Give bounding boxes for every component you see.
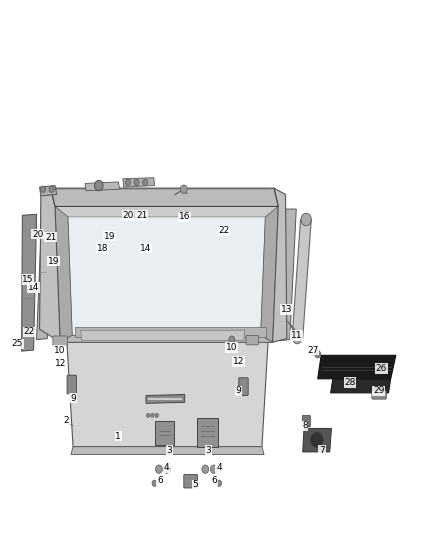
Polygon shape — [67, 337, 268, 447]
Circle shape — [216, 480, 222, 487]
Circle shape — [163, 465, 170, 473]
Polygon shape — [39, 188, 60, 342]
Text: 12: 12 — [233, 357, 244, 366]
Circle shape — [315, 351, 321, 358]
Circle shape — [125, 179, 131, 185]
Text: 21: 21 — [45, 233, 57, 242]
Text: 11: 11 — [290, 331, 302, 340]
Text: 6: 6 — [212, 476, 218, 485]
Polygon shape — [318, 356, 396, 379]
FancyBboxPatch shape — [239, 378, 248, 395]
Circle shape — [155, 465, 162, 473]
Text: 9: 9 — [236, 386, 241, 395]
Circle shape — [229, 336, 235, 343]
Circle shape — [293, 333, 301, 344]
Text: 2: 2 — [64, 416, 70, 425]
Circle shape — [151, 413, 154, 417]
Polygon shape — [292, 220, 311, 340]
Text: 19: 19 — [48, 257, 60, 266]
Text: 6: 6 — [157, 476, 162, 485]
Polygon shape — [55, 206, 278, 342]
FancyBboxPatch shape — [67, 375, 77, 394]
Text: 4: 4 — [164, 463, 170, 472]
Text: 21: 21 — [136, 211, 148, 220]
Polygon shape — [36, 206, 54, 340]
Polygon shape — [331, 379, 391, 393]
Text: 7: 7 — [319, 446, 325, 455]
Circle shape — [134, 179, 139, 185]
Text: 5: 5 — [193, 480, 198, 489]
FancyBboxPatch shape — [53, 336, 67, 346]
FancyBboxPatch shape — [302, 415, 311, 427]
Text: 3: 3 — [205, 446, 211, 455]
Circle shape — [143, 179, 148, 185]
Polygon shape — [51, 188, 278, 206]
Circle shape — [40, 186, 46, 192]
Polygon shape — [21, 214, 36, 351]
Text: 15: 15 — [22, 275, 34, 284]
Text: 12: 12 — [55, 359, 67, 368]
Text: 14: 14 — [28, 283, 39, 292]
Text: 8: 8 — [302, 421, 308, 430]
Text: 20: 20 — [32, 230, 43, 239]
FancyBboxPatch shape — [246, 335, 258, 345]
Polygon shape — [303, 429, 332, 452]
Text: 28: 28 — [344, 378, 356, 387]
Text: 14: 14 — [140, 244, 152, 253]
Polygon shape — [261, 206, 278, 342]
Text: 29: 29 — [373, 386, 385, 395]
Text: 22: 22 — [24, 327, 35, 336]
Text: 19: 19 — [104, 232, 115, 241]
Text: 9: 9 — [70, 394, 76, 402]
Circle shape — [180, 185, 187, 193]
Text: 22: 22 — [219, 227, 230, 236]
Polygon shape — [75, 327, 266, 337]
Text: 10: 10 — [226, 343, 238, 352]
Text: 18: 18 — [96, 244, 108, 253]
Polygon shape — [71, 447, 264, 455]
Circle shape — [146, 413, 150, 417]
Text: 25: 25 — [11, 340, 23, 348]
Polygon shape — [155, 421, 174, 445]
Text: 16: 16 — [179, 212, 191, 221]
Polygon shape — [197, 418, 218, 447]
Circle shape — [49, 186, 54, 192]
Text: 27: 27 — [307, 345, 318, 354]
Circle shape — [95, 180, 103, 191]
Polygon shape — [81, 330, 245, 341]
Polygon shape — [279, 209, 296, 341]
Text: 3: 3 — [167, 446, 173, 455]
Polygon shape — [85, 182, 120, 191]
Polygon shape — [68, 217, 265, 335]
Polygon shape — [55, 206, 72, 342]
Text: 10: 10 — [53, 345, 65, 354]
Polygon shape — [272, 188, 287, 342]
FancyBboxPatch shape — [184, 474, 198, 488]
Text: 13: 13 — [281, 305, 293, 314]
Polygon shape — [123, 177, 155, 187]
Text: 20: 20 — [122, 211, 134, 220]
Polygon shape — [146, 394, 185, 403]
Circle shape — [301, 213, 311, 226]
Circle shape — [152, 480, 157, 487]
Circle shape — [155, 413, 159, 417]
Polygon shape — [60, 335, 272, 342]
Text: 26: 26 — [375, 364, 387, 373]
Text: 4: 4 — [216, 463, 222, 472]
Circle shape — [202, 465, 208, 473]
FancyBboxPatch shape — [372, 391, 386, 399]
Polygon shape — [39, 185, 57, 196]
Circle shape — [311, 432, 323, 448]
Text: 1: 1 — [115, 432, 121, 441]
Circle shape — [210, 465, 217, 473]
